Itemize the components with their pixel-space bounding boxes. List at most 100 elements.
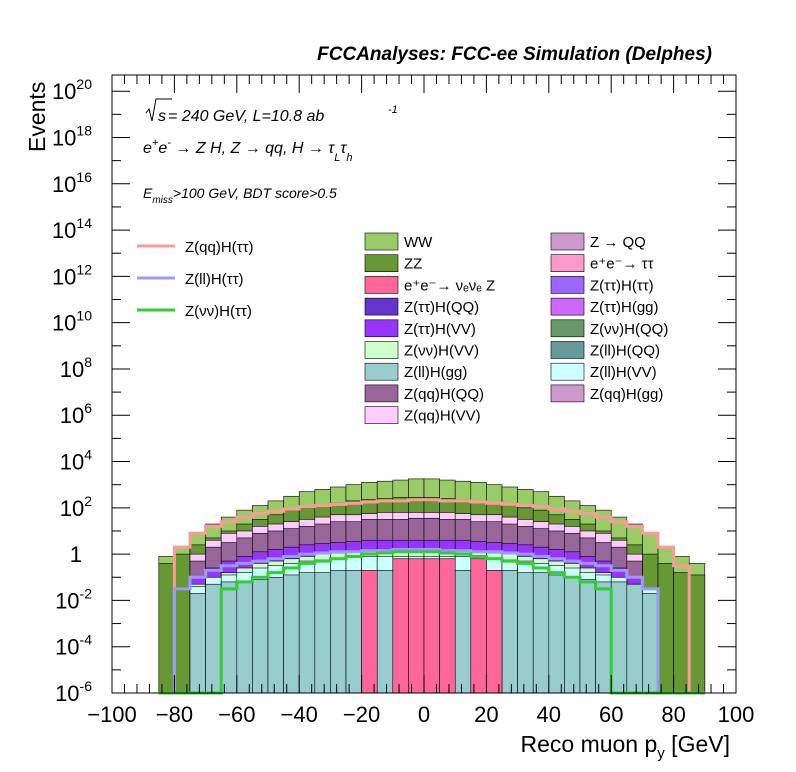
bar-8-21: [486, 570, 503, 694]
bar-8-15: [392, 558, 409, 694]
legend-label: Z(νν)H(VV): [404, 343, 479, 360]
legend-backgrounds-2: Z → QQ e⁺e⁻→ ττ Z(ττ)H(ττ) Z(ττ)H(gg) Z(νν)H…: [550, 232, 668, 403]
bar-8-16: [408, 558, 425, 694]
y-tick-label: 104: [60, 447, 92, 475]
legend-swatch: [550, 232, 585, 251]
x-tick-labels: −100 −80 −60 −40 −20 0 20 40 60 80 100: [87, 702, 754, 727]
x-tick-label: 20: [474, 702, 498, 727]
legend-swatch: [550, 319, 585, 338]
bar-7-28: [595, 581, 612, 694]
legend-label: e⁺e⁻→ νₑνₑ Z: [404, 277, 495, 294]
bar-8-13: [361, 570, 378, 694]
bar-7-23: [517, 572, 534, 694]
bar-7-30: [626, 583, 643, 694]
bar-7-22: [501, 570, 518, 694]
legend-swatch: [364, 406, 399, 424]
legend-label: Z(ττ)H(gg): [590, 299, 659, 316]
bar-8-18: [439, 558, 456, 694]
legend-label: Z(ττ)H(VV): [404, 321, 476, 338]
legend-label: Z(νν)H(QQ): [590, 321, 668, 338]
legend-label: Z(νν)H(ττ): [185, 303, 252, 320]
bar-7-25: [548, 574, 565, 694]
y-tick-label: 1020: [52, 76, 92, 104]
legend-label: Z(ll)H(QQ): [590, 343, 660, 360]
y-tick-label: 10-6: [55, 678, 92, 706]
bar-1-0: [158, 563, 175, 694]
bar-1-34: [688, 574, 706, 694]
legend-label: e⁺e⁻→ ττ: [590, 256, 654, 273]
legend-swatch: [364, 276, 399, 294]
legend-swatch: [550, 341, 585, 359]
legend-swatch: [364, 319, 399, 338]
x-tick-label: −40: [281, 702, 318, 727]
bar-7-6: [252, 579, 269, 694]
series-line-2: [158, 550, 705, 695]
legend-swatch: [550, 362, 585, 381]
bar-7-9: [298, 572, 316, 694]
legend-swatch: [550, 276, 585, 294]
x-tick-label: 60: [599, 702, 623, 727]
series-line-1: [158, 547, 705, 695]
annotation-sqrt-s: s = 240 GeV, L=10.8 ab -1: [145, 98, 398, 125]
legend-swatch: [550, 384, 585, 403]
legend-swatch: [364, 341, 399, 359]
y-tick-label: 1014: [52, 215, 92, 243]
annotation-selection: Emiss>100 GeV, BDT score>0.5: [143, 185, 337, 206]
x-tick-label: 80: [661, 702, 685, 727]
annotation-energy-lumi: = 240 GeV, L=10.8 ab: [168, 108, 324, 125]
bar-7-10: [314, 572, 331, 694]
y-tick-label: 10-4: [55, 632, 92, 660]
bar-1-32: [657, 563, 674, 694]
y-tick-label: 102: [60, 493, 92, 521]
bar-8-20: [470, 558, 487, 694]
x-tick-label: −80: [156, 702, 193, 727]
legend-swatch: [364, 384, 399, 403]
bar-7-14: [376, 570, 394, 694]
legend-swatch: [364, 254, 399, 272]
bar-7-31: [642, 593, 659, 694]
histogram-bars: [158, 478, 706, 694]
bar-7-5: [236, 581, 253, 694]
legend-swatch: [364, 297, 399, 316]
y-tick-label: 106: [60, 400, 92, 428]
bar-7-24: [532, 572, 550, 694]
x-tick-label: 100: [718, 702, 755, 727]
x-tick-label: −100: [87, 702, 137, 727]
legend-label: Z → QQ: [590, 234, 646, 251]
y-axis-label: Events: [24, 82, 50, 152]
signal-lines: [158, 498, 705, 695]
x-tick-label: −60: [218, 702, 255, 727]
legend-backgrounds-1: WW ZZ e⁺e⁻→ νₑνₑ Z Z(ττ)H(QQ) Z(ττ)H(VV) Z(νν…: [364, 232, 495, 425]
bar-7-29: [610, 581, 628, 694]
x-tick-label: 40: [537, 702, 561, 727]
chart-title: FCCAnalyses: FCC-ee Simulation (Delphes): [317, 44, 712, 65]
x-tick-label: 0: [418, 702, 430, 727]
legend-label: Z(qq)H(VV): [404, 408, 481, 425]
legend-signals: Z(qq)H(ττ) Z(ll)H(ττ) Z(νν)H(ττ): [137, 239, 254, 320]
legend-label: Z(ll)H(VV): [590, 364, 657, 381]
svg-text:s: s: [158, 108, 166, 125]
bar-7-8: [283, 574, 300, 694]
bar-7-19: [454, 570, 472, 694]
legend-label: WW: [404, 234, 433, 251]
bar-1-1: [174, 553, 191, 694]
bar-7-4: [220, 581, 238, 694]
legend-label: Z(qq)H(gg): [590, 386, 663, 403]
legend-label: ZZ: [404, 256, 422, 273]
annotation-lumi-exponent: -1: [388, 104, 398, 116]
annotation-process: e+e- → Z H, Z → qq, H → τLτh: [143, 137, 353, 164]
legend-swatch: [550, 297, 585, 316]
legend-swatch: [364, 232, 399, 251]
y-tick-label: 1012: [52, 261, 92, 289]
legend-label: Z(ll)H(gg): [404, 364, 467, 381]
x-axis-label: Reco muon py [GeV]: [520, 731, 730, 762]
y-tick-label: 1010: [52, 308, 92, 336]
y-tick-labels: 1020 1018 1016 1014 1012 1010 108 106 104 102 1 10-…: [52, 76, 92, 706]
bar-7-3: [205, 583, 222, 694]
legend-label: Z(qq)H(ττ): [185, 239, 254, 256]
y-tick-label: 10-2: [55, 585, 92, 613]
legend-swatch: [550, 254, 585, 272]
y-tick-label: 1016: [52, 169, 92, 197]
y-tick-label: 108: [60, 354, 92, 382]
